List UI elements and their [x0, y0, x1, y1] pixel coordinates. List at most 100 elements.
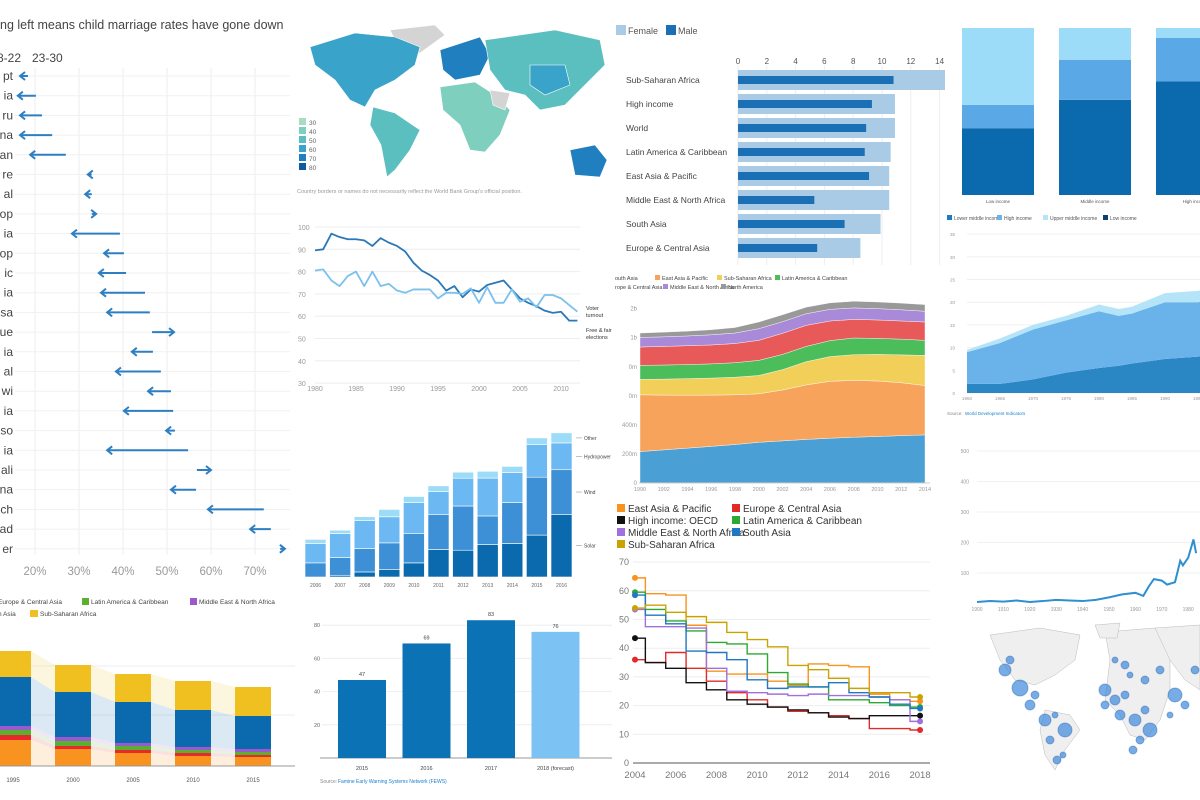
x-tick-label: 1990 — [1160, 396, 1171, 401]
bar-segment — [175, 756, 211, 766]
x-tick-label: 2013 — [482, 583, 493, 589]
legend-swatch — [717, 275, 722, 280]
famine-bar-chart: 20 40 60 80 47 2015 69 2016 83 2017 76 2018 (foreca… — [300, 605, 612, 800]
legend-swatch — [30, 610, 37, 617]
bar-segment — [55, 737, 91, 741]
bar-segment-solar — [353, 571, 376, 578]
end-point — [917, 698, 924, 705]
voter-turnout-line-chart: 30 40 50 60 70 80 90 100 1980 1985 1990 1995 2000 200… — [295, 210, 615, 400]
bar-segment-wind — [403, 533, 425, 564]
bar-segment-hydropower — [304, 543, 327, 564]
y-tick-label: 200 — [961, 541, 970, 547]
bar-segment-other — [304, 539, 327, 544]
band-bar-svg: 1995 2000 2005 2010 2015 Europe & Central Asi… — [0, 598, 295, 784]
legend-swatch — [655, 275, 660, 280]
area-lower-middle-income — [967, 356, 1200, 393]
country-region-south-america — [369, 106, 421, 178]
y-tick-label: 70 — [619, 557, 629, 567]
step-line — [635, 577, 921, 702]
x-tick-label: 2004 — [624, 770, 645, 781]
bar-segment — [55, 749, 91, 766]
arrow-head — [86, 169, 94, 180]
band — [151, 746, 175, 753]
x-tick-label: 2014 — [828, 770, 849, 781]
bar-segment-other — [403, 496, 425, 503]
x-tick-label: 2008 — [359, 583, 370, 589]
bar-segment-solar — [476, 544, 499, 578]
x-tick-label: 2008 — [706, 770, 727, 781]
arrow-head — [168, 327, 176, 337]
y-tick-label: 60 — [298, 314, 306, 321]
y-tick-label: 80 — [314, 623, 320, 629]
bar-male — [738, 100, 872, 108]
band — [31, 677, 55, 737]
x-tick-label: 14 — [935, 57, 944, 66]
band — [91, 737, 115, 746]
row-label: op — [0, 207, 13, 221]
bar-segment-hydropower — [403, 502, 425, 534]
bubble — [1052, 755, 1062, 765]
y-tick-label: 40 — [298, 359, 306, 366]
y-tick-label: 30 — [619, 672, 629, 682]
bar-segment — [1156, 28, 1200, 39]
bar-segment — [235, 755, 271, 757]
end-point — [917, 726, 924, 733]
x-tick-label: 1985 — [348, 386, 364, 393]
x-tick-label: 1990 — [389, 386, 405, 393]
legend-label: Lower middle income — [954, 216, 1001, 222]
bubble — [1140, 675, 1150, 685]
bar-segment — [235, 687, 271, 716]
row-label: ia — [4, 286, 14, 300]
arrow-head — [99, 287, 107, 298]
bar-segment-other — [452, 471, 474, 479]
band — [91, 749, 115, 766]
bar-segment-other — [501, 466, 524, 473]
x-tick-label: 1998 — [729, 487, 741, 493]
y-tick-label: 60 — [619, 586, 629, 596]
arrow-head — [206, 504, 214, 515]
bar-segment-hydropower — [452, 477, 474, 507]
source-link[interactable]: Famine Early Warning Systems Network (FE… — [338, 779, 447, 785]
row-label: pt — [3, 69, 14, 83]
row-label: ch — [0, 502, 13, 516]
bar-male — [738, 124, 867, 132]
bar-segment-wind — [501, 502, 524, 544]
category-label: East Asia & Pacific — [626, 171, 698, 181]
bar-segment — [175, 753, 211, 756]
x-tick-label: High inco — [1183, 199, 1200, 204]
x-tick-label: 2009 — [384, 583, 395, 589]
legend-label: Sub-Saharan Africa — [40, 611, 97, 618]
arrow-head — [114, 366, 122, 377]
arrow-head — [18, 71, 26, 81]
area-high-income — [967, 301, 1200, 384]
category-label: World — [626, 123, 648, 133]
legend-swatch — [616, 25, 626, 35]
bar-segment-wind — [329, 557, 351, 576]
legend-label: Male — [678, 26, 698, 36]
source-link[interactable]: World Development Indicators — [965, 411, 1026, 416]
y-tick-label: 35 — [950, 232, 956, 237]
x-tick-label: 2010 — [553, 386, 569, 393]
x-tick-label: 1930 — [1051, 607, 1062, 613]
x-tick-label: 2018 — [909, 770, 930, 781]
bar-segment-other — [550, 432, 573, 444]
x-tick-label: 1975 — [1061, 396, 1072, 401]
bar — [402, 643, 451, 758]
bubble — [1120, 690, 1130, 700]
legend-label: Middle East & North Africa — [628, 528, 745, 539]
arrow-chart-svg: ng left means child marriage rates have … — [0, 18, 290, 578]
x-tick-label: 1994 — [681, 487, 693, 493]
legend-swatch — [775, 275, 780, 280]
y-tick-label: 50 — [298, 337, 306, 344]
row-label: op — [0, 246, 13, 260]
bar — [531, 631, 580, 758]
y-tick-label: 10 — [619, 729, 629, 739]
chart-title: ng left means child marriage rates have … — [0, 18, 284, 32]
bar-segment-hydropower — [353, 520, 376, 549]
row-label: na — [0, 483, 13, 497]
source-label: Source: — [947, 411, 963, 416]
y-tick-label: 30 — [298, 381, 306, 388]
bar — [338, 679, 386, 758]
x-tick-label: 0 — [736, 57, 741, 66]
x-tick-label: 1965 — [995, 396, 1006, 401]
